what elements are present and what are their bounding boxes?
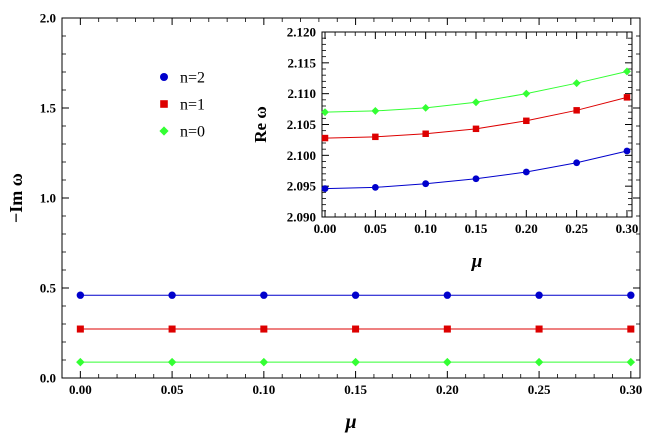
inset-y-tick-label: 2.120 xyxy=(287,25,316,40)
main-y-tick-label: 2.0 xyxy=(40,11,56,26)
inset-point-n=1 xyxy=(372,133,379,141)
legend-label-n=0: n=0 xyxy=(180,124,205,141)
main-point-n=2 xyxy=(627,291,635,299)
main-y-tick-label: 0.5 xyxy=(40,281,57,296)
inset-point-n=1 xyxy=(623,94,631,101)
inset-y-tick-label: 2.095 xyxy=(287,179,317,194)
inset-x-tick-label: 0.05 xyxy=(364,221,387,236)
main-y-tick-label: 1.5 xyxy=(40,101,57,116)
inset-y-tick-label: 2.110 xyxy=(287,86,316,101)
inset-x-axis-title: μ xyxy=(471,251,483,272)
legend-marker-n=2 xyxy=(160,73,168,81)
main-x-tick-label: 0.15 xyxy=(344,382,367,397)
main-point-n=0 xyxy=(351,357,360,367)
inset-point-n=2 xyxy=(522,168,530,176)
main-point-n=0 xyxy=(443,357,452,367)
legend: n=2 n=1 n=0 xyxy=(159,70,205,141)
main-point-n=0 xyxy=(626,357,636,367)
inset-point-n=1 xyxy=(422,130,429,137)
inset-plot: 0.00 0.05 0.10 0.15 0.20 0.25 0.30 2.090 2.095 2.… xyxy=(251,25,638,273)
main-point-n=2 xyxy=(535,291,543,299)
main-point-n=2 xyxy=(260,291,268,299)
main-point-n=2 xyxy=(76,291,85,299)
inset-point-n=0 xyxy=(472,98,480,107)
main-point-n=1 xyxy=(76,325,84,333)
legend-label-n=1: n=1 xyxy=(180,97,205,114)
inset-point-n=2 xyxy=(623,147,631,155)
main-point-n=0 xyxy=(534,357,544,367)
inset-point-n=1 xyxy=(321,134,329,142)
inset-point-n=2 xyxy=(573,159,581,167)
inset-frame xyxy=(321,31,633,218)
inset-point-n=2 xyxy=(371,184,379,191)
main-point-n=1 xyxy=(627,325,635,333)
main-point-n=1 xyxy=(260,325,268,333)
inset-point-n=0 xyxy=(321,108,329,117)
inset-point-n=0 xyxy=(522,89,531,98)
main-y-axis-title: −Im ω xyxy=(6,173,26,223)
inset-x-tick-label: 0.00 xyxy=(314,221,337,236)
legend-label-n=2: n=2 xyxy=(180,70,205,87)
main-point-n=0 xyxy=(167,357,177,367)
inset-point-n=0 xyxy=(371,107,380,115)
inset-point-n=1 xyxy=(523,117,530,125)
inset-x-tick-label: 0.25 xyxy=(565,221,588,236)
inset-x-tick-label: 0.20 xyxy=(515,221,538,236)
main-y-tick-label: 0.0 xyxy=(40,371,56,386)
main-point-n=1 xyxy=(535,325,543,333)
legend-marker-n=0 xyxy=(159,126,169,136)
legend-marker-n=1 xyxy=(160,100,168,108)
main-y-tick-label: 1.0 xyxy=(40,191,56,206)
main-x-tick-label: 0.30 xyxy=(619,382,642,397)
inset-y-tick-label: 2.100 xyxy=(287,148,316,163)
main-x-tick-label: 0.05 xyxy=(161,382,184,397)
inset-point-n=2 xyxy=(422,180,430,188)
inset-point-n=0 xyxy=(623,67,631,76)
main-x-tick-label: 0.00 xyxy=(69,382,92,397)
inset-point-n=2 xyxy=(472,175,480,183)
inset-x-tick-label: 0.15 xyxy=(465,221,488,236)
inset-point-n=2 xyxy=(321,185,329,193)
inset-point-n=0 xyxy=(572,79,581,88)
main-point-n=1 xyxy=(352,325,360,333)
main-point-n=2 xyxy=(168,291,176,299)
inset-point-n=1 xyxy=(573,107,580,114)
main-point-n=0 xyxy=(259,357,269,367)
main-x-axis-title: μ xyxy=(344,411,356,433)
inset-x-tick-label: 0.10 xyxy=(414,221,437,236)
inset-y-tick-label: 2.105 xyxy=(287,117,317,132)
main-point-n=0 xyxy=(76,357,85,367)
inset-y-tick-label: 2.090 xyxy=(287,210,316,225)
inset-point-n=0 xyxy=(421,103,430,112)
inset-x-tick-label: 0.30 xyxy=(616,221,639,236)
inset-y-axis-title: Re ω xyxy=(251,106,270,143)
main-point-n=2 xyxy=(351,291,360,299)
inset-point-n=1 xyxy=(472,125,480,133)
main-point-n=1 xyxy=(168,325,176,333)
main-x-tick-label: 0.20 xyxy=(436,382,459,397)
inset-y-tick-label: 2.115 xyxy=(287,55,316,70)
main-point-n=2 xyxy=(443,291,452,299)
main-point-n=1 xyxy=(443,325,451,333)
main-x-tick-label: 0.25 xyxy=(528,382,551,397)
main-x-tick-label: 0.10 xyxy=(252,382,275,397)
